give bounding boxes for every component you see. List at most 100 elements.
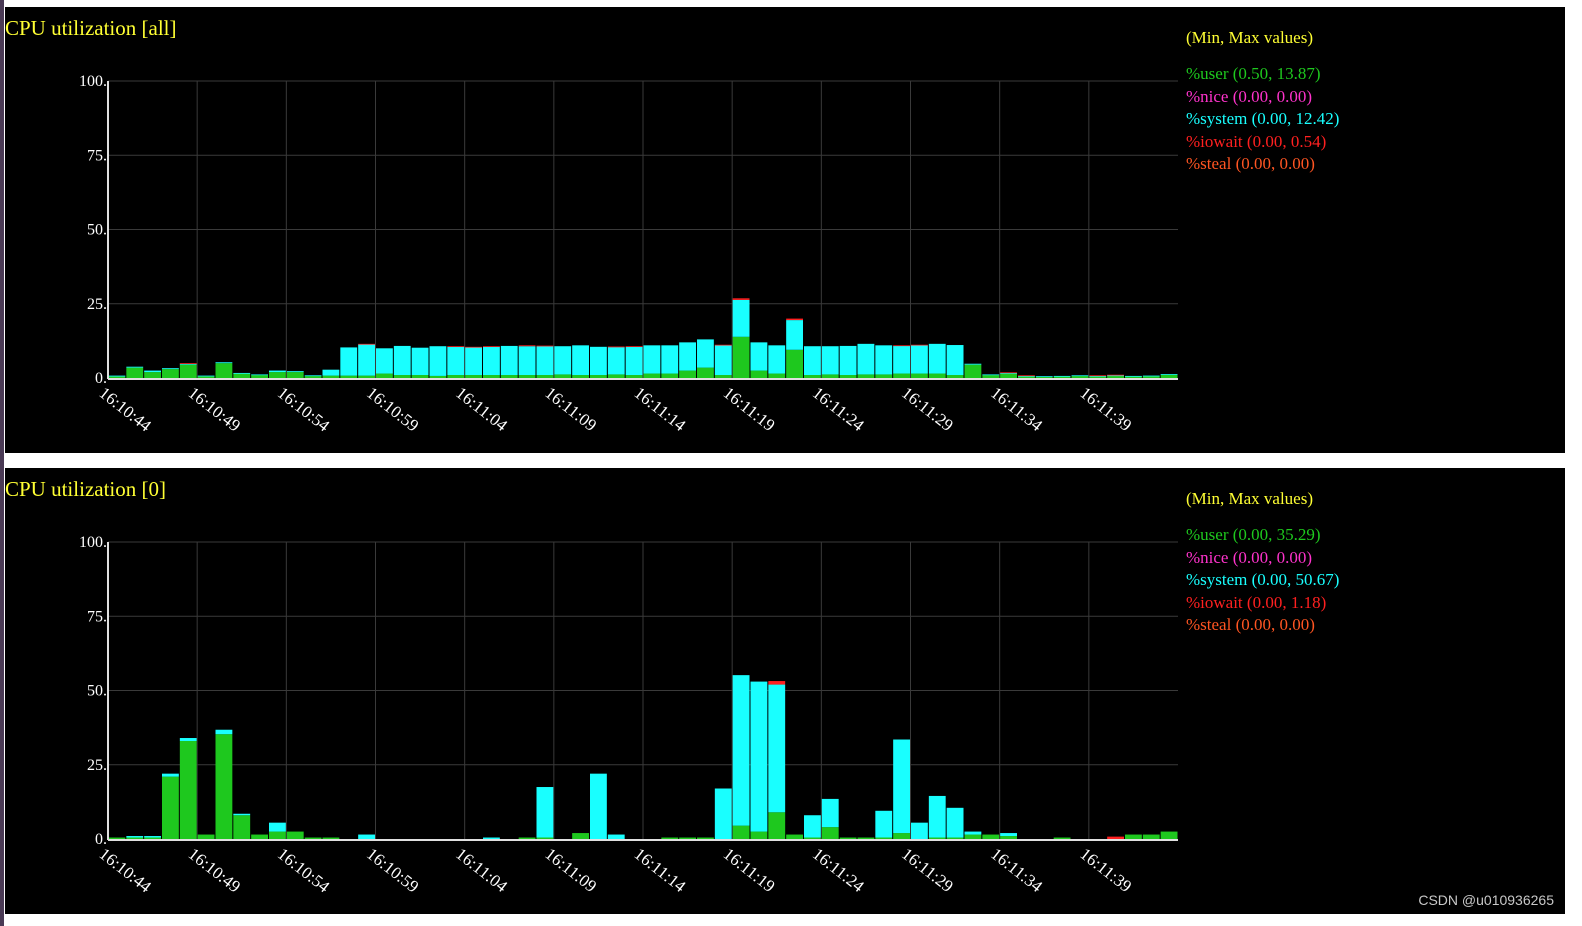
bar-segment-user — [982, 375, 1000, 378]
y-tick-label: 75. — [87, 608, 107, 625]
bar-segment-user — [928, 837, 946, 839]
bar-segment-user — [625, 375, 643, 378]
y-tick-label: 25. — [87, 757, 107, 774]
bar-segment-user — [768, 373, 786, 378]
y-tick-label: 0. — [95, 831, 107, 848]
legend-entry-iowait: %iowait (0.00, 0.54) — [1186, 131, 1327, 151]
bar-segment-system — [946, 807, 964, 838]
bar-segment-user — [964, 834, 982, 839]
bar-segment-system — [732, 675, 750, 826]
bar-segment-system — [714, 345, 732, 376]
bar-segment-system — [304, 375, 322, 377]
bar-segment-user — [982, 834, 1000, 839]
bar-segment-user — [679, 370, 696, 378]
bar-segment-user — [964, 364, 982, 378]
bar-segment-system — [590, 773, 607, 839]
bar-segment-user — [661, 373, 679, 378]
bar-segment-user — [1125, 834, 1142, 839]
bar-segment-user — [1018, 376, 1035, 378]
bar-segment-system — [911, 822, 928, 839]
bar-segment-system — [625, 346, 643, 376]
bar-segment-user — [358, 375, 375, 378]
x-tick-label: 16:11:34 — [987, 383, 1046, 435]
bar-segment-user — [697, 367, 714, 378]
bar-segment-user — [786, 834, 803, 839]
bar-segment-system — [607, 347, 625, 375]
bar-segment-system — [1125, 375, 1142, 377]
bar-segment-iowait — [447, 346, 465, 348]
bar-segment-system — [518, 346, 536, 376]
legend-entry-system: %system (0.00, 12.42) — [1186, 109, 1340, 129]
bar-segment-user — [643, 373, 661, 378]
bar-segment-system — [1035, 376, 1053, 378]
x-tick-label: 16:11:29 — [898, 844, 957, 896]
bar-segment-system — [179, 363, 197, 365]
bar-segment-system — [162, 368, 179, 370]
bar-segment-user — [857, 374, 875, 378]
bar-segment-system — [376, 348, 393, 374]
bar-segment-system — [928, 343, 946, 374]
bar-segment-user — [1125, 376, 1142, 378]
bar-segment-system — [893, 345, 910, 374]
bar-segment-user — [821, 374, 839, 378]
bar-segment-iowait — [625, 346, 643, 348]
bar-segment-user — [162, 369, 179, 378]
legend-entry-iowait: %iowait (0.00, 1.18) — [1186, 592, 1327, 612]
bar-segment-user — [286, 372, 304, 378]
bar-segment-system — [893, 739, 910, 834]
bar-segment-system — [804, 815, 821, 838]
bar-segment-user — [322, 375, 340, 378]
bar-segment-user — [411, 375, 429, 378]
chart-plot: 0. 25. 50. 75. 100. 16:10:44 16:10:49 16:10:54 1… — [79, 534, 1178, 897]
bar-segment-user — [893, 373, 910, 378]
bar-segment-system — [465, 347, 482, 376]
bar-segment-system — [126, 836, 144, 838]
bar-segment-user — [1160, 374, 1178, 378]
bar-segment-system — [144, 836, 161, 838]
bar-segment-user — [768, 812, 786, 839]
bar-segment-user — [1035, 376, 1053, 378]
bar-segment-system — [821, 346, 839, 375]
bar-segment-iowait — [893, 345, 910, 347]
bar-segment-user — [750, 831, 768, 839]
bar-segment-system — [269, 370, 286, 373]
bar-segment-user — [251, 834, 268, 839]
legend-entry-user: %user (0.50, 13.87) — [1186, 64, 1321, 84]
x-tick-label: 16:10:59 — [363, 383, 422, 435]
x-tick-label: 16:11:39 — [1076, 383, 1135, 435]
bar-segment-user — [144, 837, 161, 839]
x-tick-label: 16:11:14 — [631, 383, 690, 435]
bar-segment-user — [304, 375, 322, 378]
bar-segment-system — [804, 346, 821, 376]
bar-segment-iowait — [1000, 372, 1017, 374]
bar-segment-user — [786, 349, 803, 378]
bar-segment-user — [1000, 373, 1017, 378]
x-tick-label: 16:11:09 — [541, 383, 600, 435]
bar-segment-user — [179, 740, 197, 839]
x-tick-label: 16:10:44 — [96, 844, 156, 896]
bar-segment-system — [144, 370, 161, 373]
bar-segment-system — [928, 795, 946, 838]
bar-segment-user — [465, 375, 482, 378]
y-tick-label: 50. — [87, 222, 107, 239]
bar-segment-system — [697, 339, 714, 368]
bar-segment-system — [393, 345, 411, 376]
bar-segment-iowait — [1107, 374, 1124, 376]
bar-segment-system — [358, 344, 375, 376]
bar-segment-user — [697, 837, 714, 839]
bar-segment-system — [732, 299, 750, 337]
bar-segment-system — [768, 345, 786, 374]
bar-segment-system — [875, 345, 893, 375]
bar-segment-system — [554, 346, 572, 375]
bar-segment-system — [483, 837, 500, 839]
bar-segment-user — [393, 375, 411, 378]
chart-panel-cpu0: CPU utilization [0] 0. 25. 50. 75. 100. 16:10… — [5, 468, 1565, 914]
bar-segment-user — [572, 833, 589, 839]
chart-plot: 0. 25. 50. 75. 100. 16:10:44 16:10:49 16:10:54 1… — [79, 73, 1178, 436]
bar-segment-user — [108, 837, 126, 839]
bar-segment-user — [804, 375, 821, 378]
bar-segment-user — [1142, 375, 1160, 378]
chart-panel-all: CPU utilization [all] 0. 25. 50. 75. 100. 16:… — [5, 7, 1565, 453]
x-tick-label: 16:11:29 — [898, 383, 957, 435]
bar-segment-user — [572, 375, 589, 378]
